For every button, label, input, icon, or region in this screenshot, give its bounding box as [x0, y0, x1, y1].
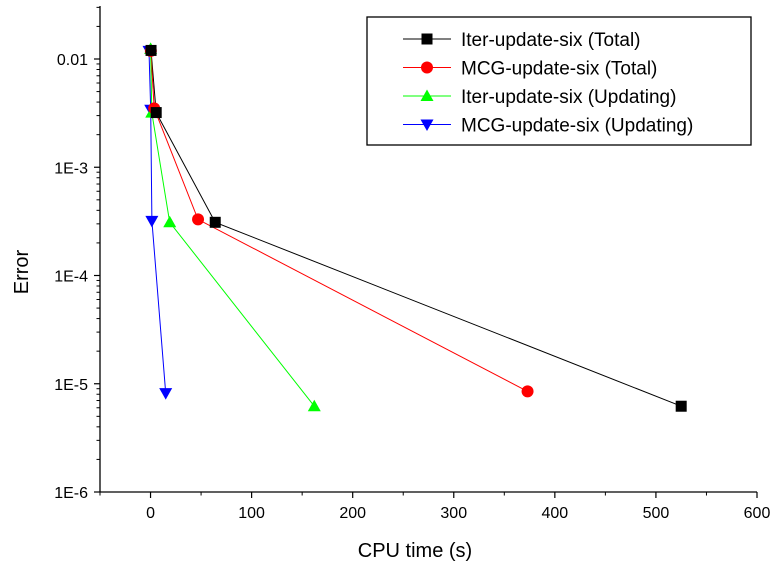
y-axis-title: Error	[11, 249, 33, 294]
legend-swatch-marker-3	[420, 89, 434, 101]
ticks-layer: 0 100 200 300 400 500 600 0.01 1E-3 1E-4 1E-5 1E-6	[54, 6, 771, 522]
legend: Iter-update-six (Total) MCG-update-six (T…	[366, 16, 752, 146]
x-tick-label: 600	[744, 505, 771, 522]
x-axis-title: CPU time (s)	[358, 540, 472, 562]
y-tick-label: 0.01	[57, 52, 88, 69]
series-1-data-point	[209, 216, 221, 228]
series-line-4	[148, 50, 167, 394]
x-tick-label: 300	[440, 505, 467, 522]
x-tick-label: 200	[339, 505, 366, 522]
legend-swatch-marker-1	[421, 33, 433, 45]
legend-label-2: MCG-update-six (Total)	[461, 59, 657, 80]
series-4-data-point	[159, 388, 173, 400]
series-1-data-point	[675, 400, 687, 412]
y-tick-label: 1E-6	[54, 485, 88, 502]
series-markers-layer	[142, 42, 687, 412]
x-tick-label: 400	[541, 505, 568, 522]
series-line-1	[150, 50, 682, 407]
legend-label-1: Iter-update-six (Total)	[461, 30, 641, 51]
series-line-2	[150, 50, 528, 392]
series-4-data-point	[145, 215, 159, 228]
y-tick-label: 1E-5	[54, 377, 88, 394]
series-lines-layer	[148, 48, 682, 407]
x-tick-label: 100	[238, 505, 265, 522]
legend-swatch-marker-2	[421, 61, 433, 74]
series-3-data-point	[163, 215, 177, 228]
series-1-data-point	[145, 44, 157, 56]
series-1-data-point	[150, 107, 162, 119]
x-tick-label: 0	[146, 505, 155, 522]
legend-label-3: Iter-update-six (Updating)	[461, 87, 676, 108]
legend-swatch-marker-4	[420, 119, 434, 131]
legend-label-4: MCG-update-six (Updating)	[461, 116, 693, 137]
x-tick-label: 500	[643, 505, 670, 522]
series-2-data-point	[521, 385, 534, 398]
y-tick-label: 1E-4	[54, 269, 88, 286]
series-line-3	[150, 48, 315, 407]
y-tick-label: 1E-3	[54, 160, 88, 177]
series-2-data-point	[192, 213, 205, 226]
axes-layer	[99, 6, 757, 493]
series-3-data-point	[307, 399, 321, 412]
